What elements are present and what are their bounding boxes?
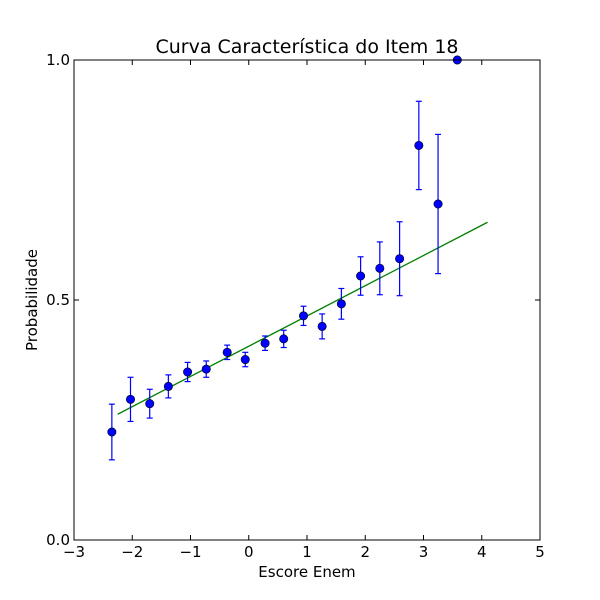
data-point (240, 355, 250, 365)
x-tick-label: 2 (360, 543, 370, 561)
axis-ticks: −3 −2 −1 0 1 2 3 4 5 0.0 0.5 1.0 (46, 51, 545, 561)
data-point (279, 334, 289, 344)
y-tick-label: 1.0 (46, 51, 70, 69)
x-tick-label: 0 (244, 543, 254, 561)
data-point (183, 367, 193, 377)
chart-title: Curva Característica do Item 18 (155, 36, 458, 58)
data-point (299, 311, 309, 321)
plot-area (107, 55, 488, 461)
data-point (107, 427, 117, 437)
data-point (336, 299, 346, 309)
data-point (126, 394, 136, 404)
data-point (356, 271, 366, 281)
data-point (201, 364, 211, 374)
data-point (395, 254, 405, 264)
x-axis-label: Escore Enem (258, 563, 355, 581)
x-tick-label: −1 (179, 543, 201, 561)
x-tick-label: 5 (535, 543, 545, 561)
x-tick-label: −3 (63, 543, 85, 561)
data-point (317, 321, 327, 331)
data-point (260, 338, 270, 348)
x-tick-label: 4 (477, 543, 487, 561)
x-tick-label: 1 (302, 543, 312, 561)
data-point (433, 199, 443, 209)
data-point (414, 140, 424, 150)
y-tick-label: 0.5 (46, 291, 70, 309)
data-point (145, 399, 155, 409)
x-tick-label: 3 (419, 543, 429, 561)
data-point (163, 381, 173, 391)
y-axis-label: Probabilidade (23, 249, 41, 351)
data-point (375, 263, 385, 273)
data-point (222, 347, 232, 357)
x-tick-label: −2 (121, 543, 143, 561)
y-tick-label: 0.0 (46, 531, 70, 549)
